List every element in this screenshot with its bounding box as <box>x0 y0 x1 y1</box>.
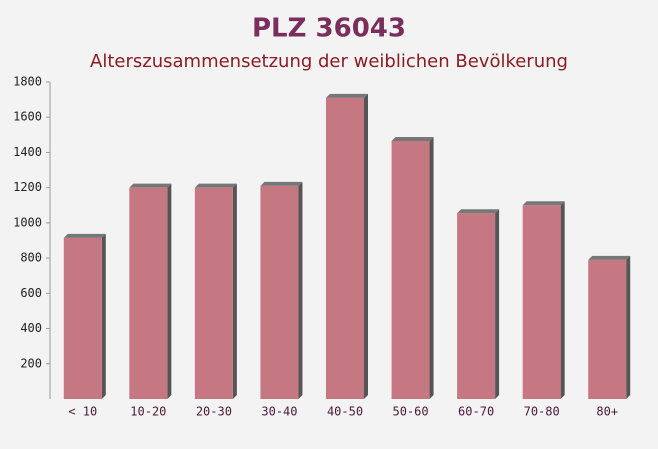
x-tick-label: 30-40 <box>261 405 297 419</box>
bar-side <box>495 209 500 399</box>
y-tick-label: 800 <box>20 251 42 265</box>
bar <box>194 187 233 399</box>
chart-title: PLZ 36043 <box>252 14 406 44</box>
bar-side <box>429 136 434 399</box>
bar <box>391 140 430 399</box>
bar-top <box>457 209 500 214</box>
y-tick-label: 1600 <box>13 110 42 124</box>
x-tick-label: 20-30 <box>196 405 232 419</box>
y-tick-label: 200 <box>20 356 42 370</box>
chart-subtitle: Alterszusammensetzung der weiblichen Bev… <box>90 51 568 72</box>
y-tick-label: 1400 <box>13 145 42 159</box>
bar <box>588 259 627 399</box>
bar <box>522 205 561 399</box>
bar-top <box>63 233 106 238</box>
bar-top <box>129 183 172 188</box>
x-tick-label: 70-80 <box>524 405 560 419</box>
x-tick-label: 40-50 <box>327 405 363 419</box>
bar-side <box>232 183 237 399</box>
bar <box>457 213 496 399</box>
bar <box>260 185 299 399</box>
y-tick-label: 400 <box>20 321 42 335</box>
bar-top <box>260 181 303 186</box>
x-tick-label: < 10 <box>68 405 97 419</box>
bar-top <box>588 255 631 260</box>
bar-side <box>101 233 106 399</box>
y-tick-label: 1800 <box>13 75 42 89</box>
bar-top <box>391 136 434 141</box>
bar-side <box>298 181 303 399</box>
bar-side <box>167 183 172 399</box>
bar-side <box>626 255 631 399</box>
x-tick-label: 10-20 <box>130 405 166 419</box>
bar-side <box>560 201 565 399</box>
bar-top <box>522 201 565 206</box>
bar <box>63 237 102 399</box>
x-tick-label: 60-70 <box>458 405 494 419</box>
x-tick-label: 80+ <box>596 405 618 419</box>
bar <box>326 97 364 399</box>
x-tick-label: 50-60 <box>392 405 428 419</box>
y-tick-label: 600 <box>20 286 42 300</box>
bar-side <box>364 93 368 399</box>
y-tick-label: 1000 <box>13 215 42 229</box>
y-tick-label: 1200 <box>13 180 42 194</box>
bar-top <box>326 93 368 98</box>
bar <box>129 187 168 399</box>
bar-top <box>194 183 237 188</box>
